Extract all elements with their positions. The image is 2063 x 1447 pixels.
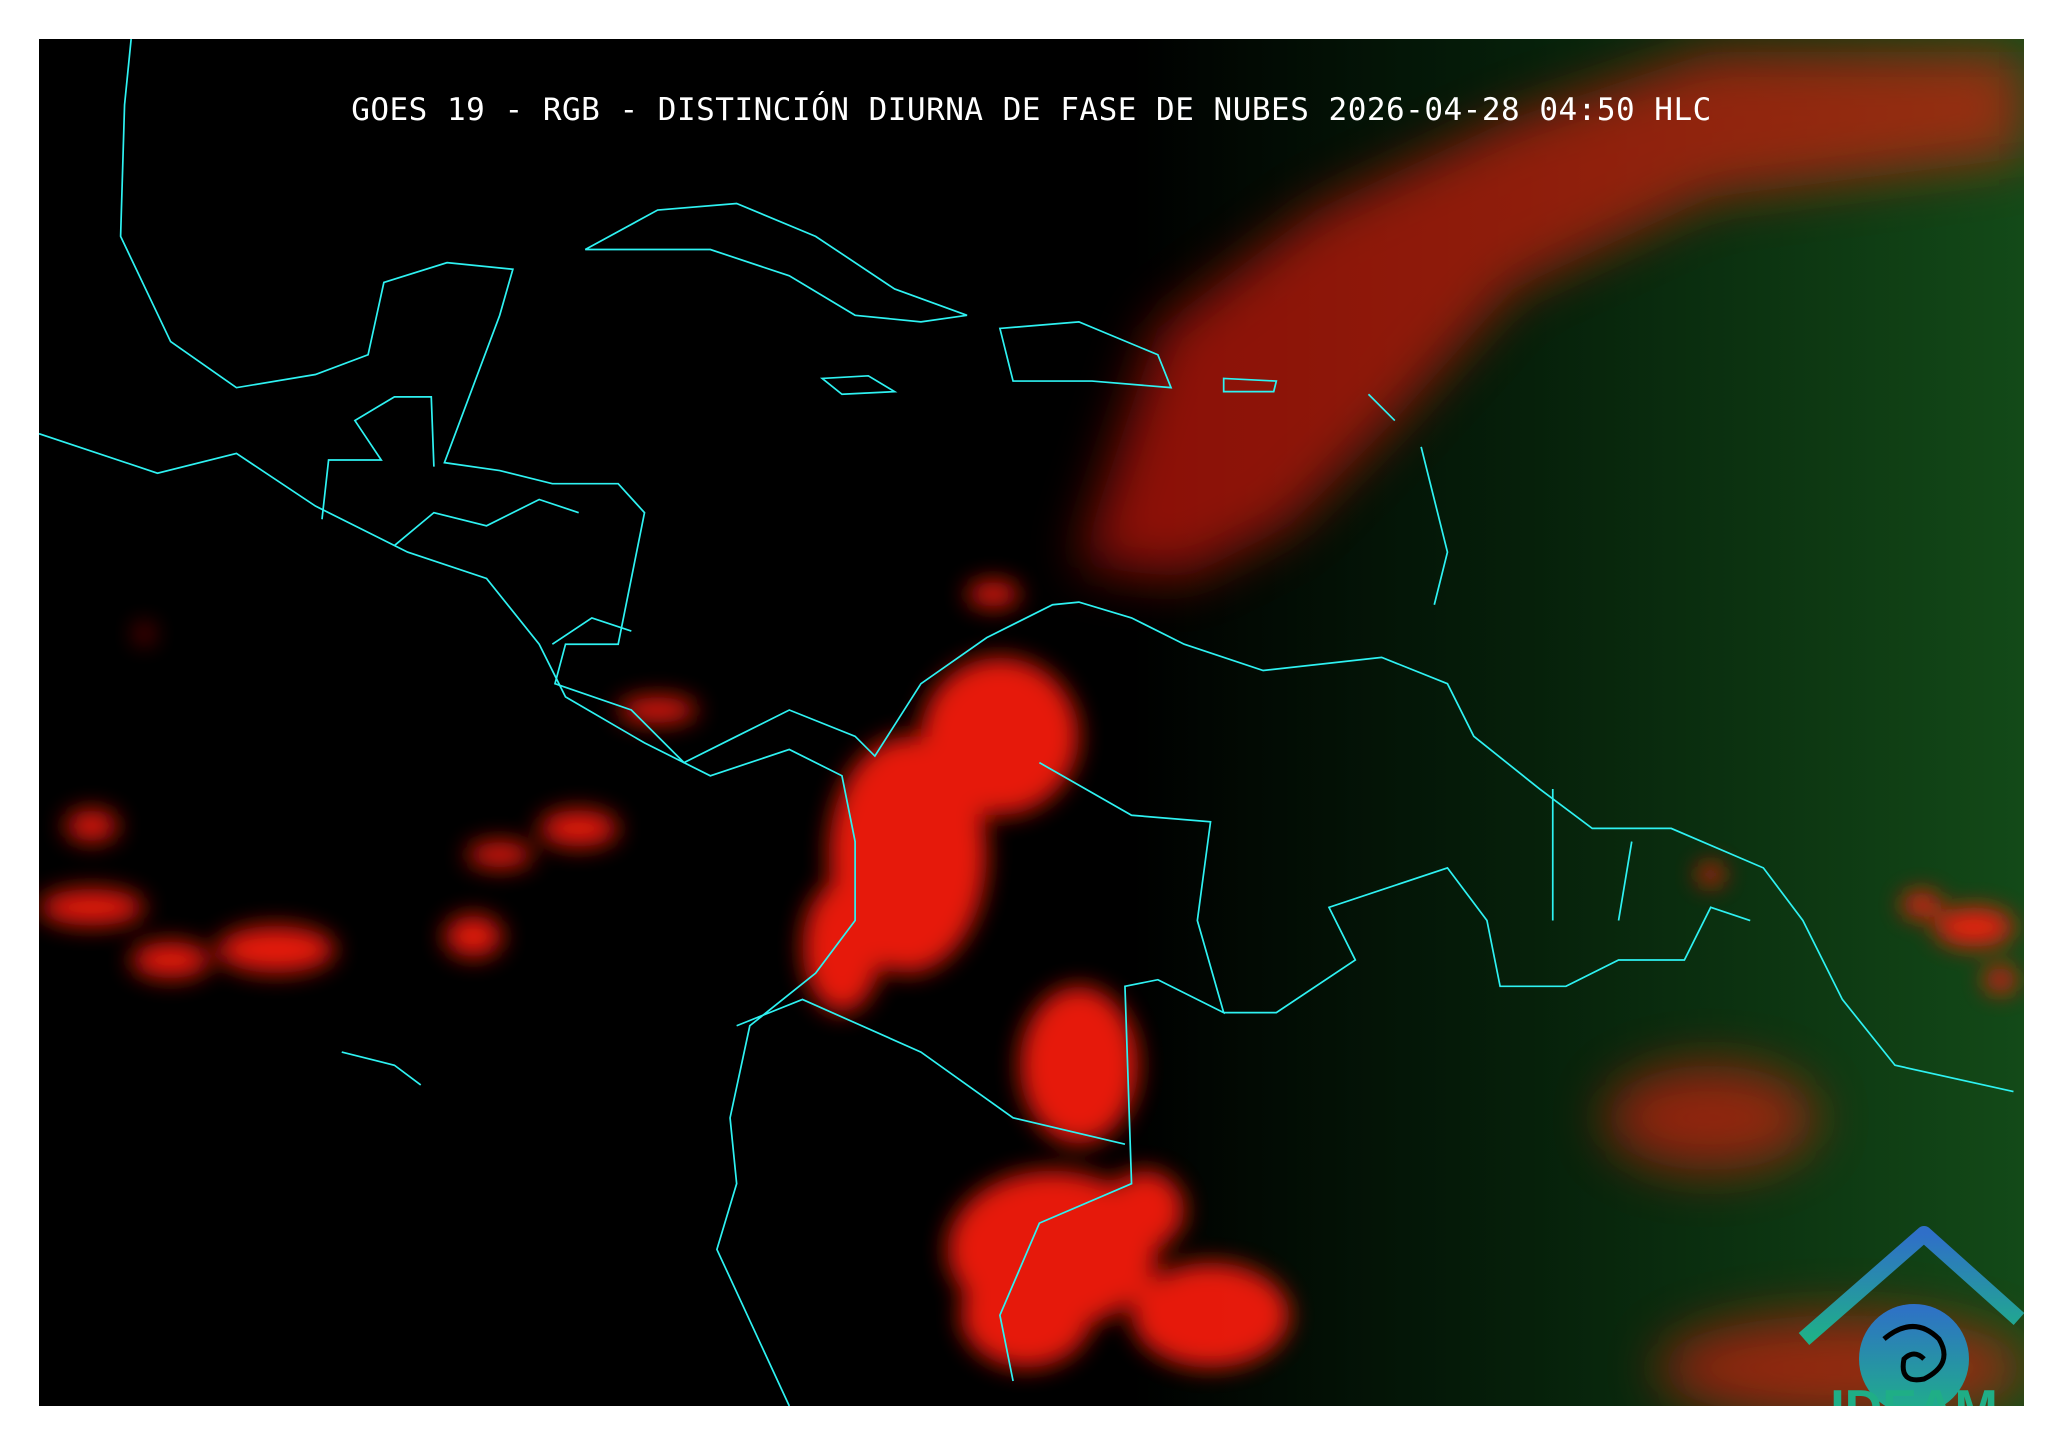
image-title: GOES 19 - RGB - DISTINCIÓN DIURNA DE FAS… bbox=[351, 92, 1712, 128]
ideam-logo-text: IDEAM bbox=[1794, 1379, 2024, 1406]
satellite-map bbox=[39, 39, 2024, 1406]
clouds bbox=[39, 52, 2024, 1406]
ideam-logo: IDEAM bbox=[1794, 1219, 2024, 1406]
coastlines-and-borders bbox=[39, 39, 2014, 1406]
ideam-logo-icon bbox=[1798, 1226, 2024, 1406]
satellite-image: GOES 19 - RGB - DISTINCIÓN DIURNA DE FAS… bbox=[39, 39, 2024, 1406]
